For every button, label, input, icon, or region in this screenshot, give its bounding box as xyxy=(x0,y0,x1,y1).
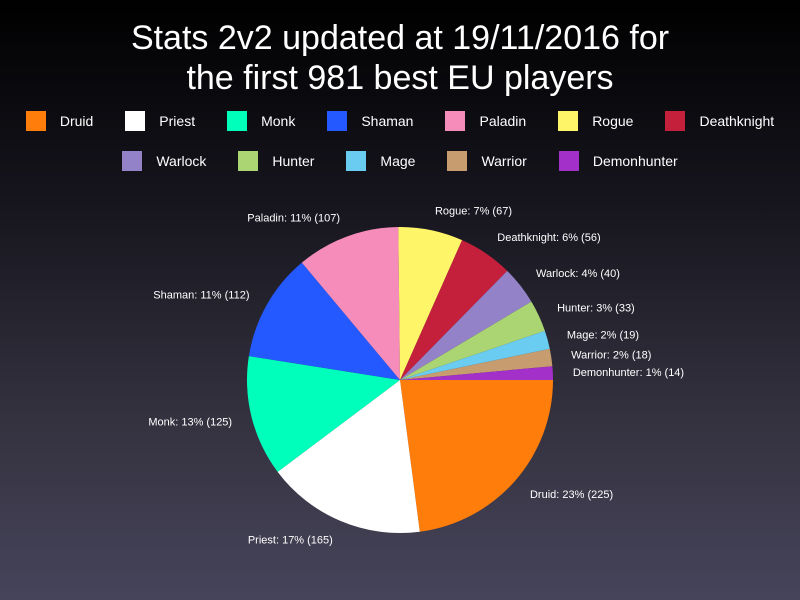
legend-label-monk: Monk xyxy=(261,113,296,129)
legend-swatch-rogue xyxy=(558,111,579,131)
legend-label-warrior: Warrior xyxy=(481,153,527,169)
pie-label-druid: Druid: 23% (225) xyxy=(530,489,613,501)
pie-slice-paladin xyxy=(301,227,400,380)
pie-slice-warlock xyxy=(400,270,532,380)
pie-label-deathknight: Deathknight: 6% (56) xyxy=(497,232,600,244)
legend-item-hunter: Hunter xyxy=(238,151,314,171)
legend-row-2: Warlock Hunter Mage Warrior Demonhunter xyxy=(0,151,800,171)
legend-item-warlock: Warlock xyxy=(122,151,206,171)
pie-label-hunter: Hunter: 3% (33) xyxy=(557,303,635,315)
pie-label-mage: Mage: 2% (19) xyxy=(567,330,639,342)
pie-slice-demonhunter xyxy=(400,366,553,380)
legend-label-paladin: Paladin xyxy=(479,113,527,129)
chart-title: Stats 2v2 updated at 19/11/2016 for the … xyxy=(130,19,670,97)
pie-label-rogue: Rogue: 7% (67) xyxy=(435,206,512,218)
pie-slice-mage xyxy=(400,330,550,380)
pie-label-warrior: Warrior: 2% (18) xyxy=(571,350,651,362)
legend-swatch-hunter xyxy=(238,151,259,171)
pie-slice-priest xyxy=(277,380,420,534)
legend-swatch-warlock xyxy=(122,151,143,171)
legend-item-deathknight: Deathknight xyxy=(665,111,774,131)
pie-label-demonhunter: Demonhunter: 1% (14) xyxy=(573,367,684,379)
legend-item-mage: Mage xyxy=(346,151,415,171)
legend-label-priest: Priest xyxy=(159,113,196,129)
pie-slice-monk xyxy=(247,356,400,472)
legend-item-druid: Druid xyxy=(25,111,94,131)
pie-label-warlock: Warlock: 4% (40) xyxy=(536,268,620,280)
pie-label-monk: Monk: 13% (125) xyxy=(148,417,232,429)
legend-item-shaman: Shaman xyxy=(327,111,413,131)
legend-swatch-priest xyxy=(125,111,146,131)
legend-swatch-monk xyxy=(227,111,248,131)
legend-label-warlock: Warlock xyxy=(156,153,207,169)
legend-swatch-mage xyxy=(346,151,367,171)
legend-item-warrior: Warrior xyxy=(447,151,527,171)
legend-item-paladin: Paladin xyxy=(445,111,526,131)
legend-label-mage: Mage xyxy=(380,153,416,169)
pie-slice-warrior xyxy=(400,348,553,380)
legend-swatch-shaman xyxy=(327,111,348,131)
legend-label-demonhunter: Demonhunter xyxy=(592,153,678,169)
legend-swatch-druid xyxy=(25,111,46,131)
legend-row-1: Druid Priest Monk Shaman Paladin Rogue Deathkn… xyxy=(0,111,800,131)
legend-label-deathknight: Deathknight xyxy=(699,113,775,129)
legend-item-demonhunter: Demonhunter xyxy=(558,151,678,171)
legend-item-monk: Monk xyxy=(227,111,295,131)
legend-item-priest: Priest xyxy=(125,111,195,131)
legend-label-hunter: Hunter xyxy=(272,153,315,169)
pie-slice-druid xyxy=(400,380,553,532)
pie-label-paladin: Paladin: 11% (107) xyxy=(247,213,340,225)
legend-label-shaman: Shaman xyxy=(361,113,414,129)
legend-swatch-demonhunter xyxy=(558,151,579,171)
pie-label-shaman: Shaman: 11% (112) xyxy=(153,290,249,302)
pie-slice-hunter xyxy=(400,301,545,380)
pie-slice-shaman xyxy=(248,262,400,380)
legend-swatch-warrior xyxy=(447,151,468,171)
legend-swatch-deathknight xyxy=(665,111,686,131)
pie-label-priest: Priest: 17% (165) xyxy=(248,534,333,546)
legend-label-rogue: Rogue xyxy=(592,113,634,129)
legend-swatch-paladin xyxy=(445,111,466,131)
pie-slice-rogue xyxy=(398,227,463,380)
legend-item-rogue: Rogue xyxy=(558,111,633,131)
pie-slice-deathknight xyxy=(400,240,508,380)
legend-label-druid: Druid xyxy=(59,113,94,129)
